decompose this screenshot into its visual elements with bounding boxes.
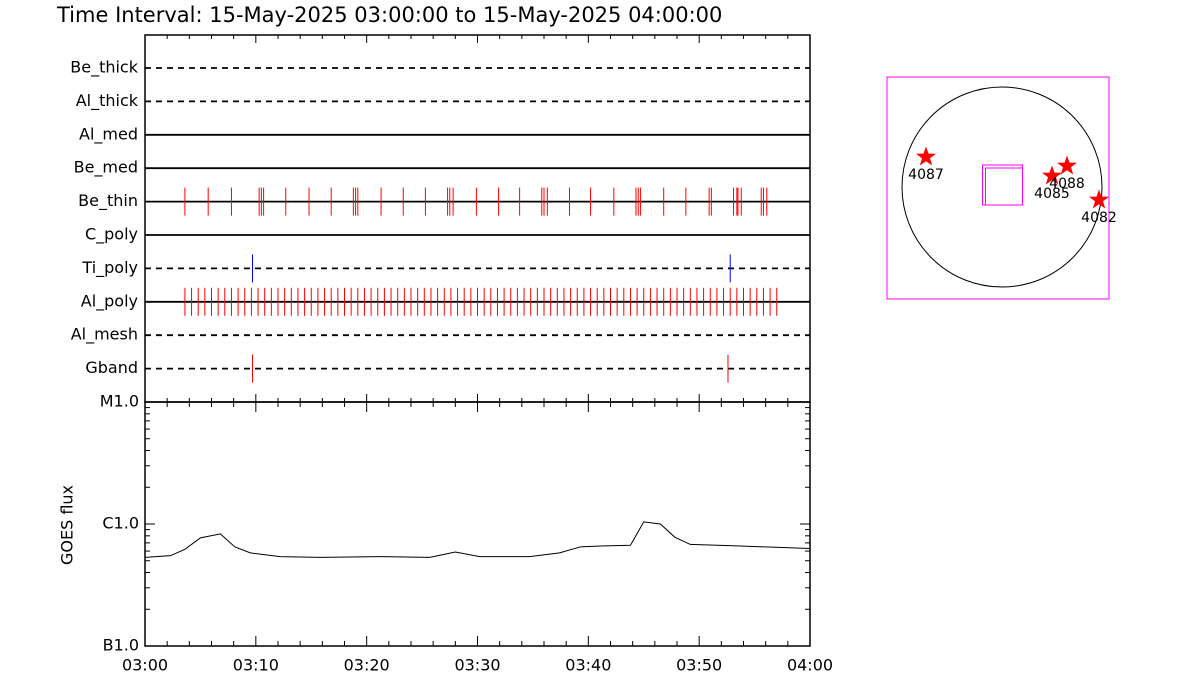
row-label: Be_thick: [70, 58, 138, 78]
row-label: C_poly: [85, 225, 138, 245]
active-region-star: [1042, 165, 1062, 185]
active-region-star: [916, 146, 936, 166]
y-axis-label: GOES flux: [58, 485, 77, 565]
x-tick-label: 03:10: [233, 656, 279, 675]
row-label: Al_poly: [81, 291, 138, 311]
x-tick-label: 03:30: [454, 656, 500, 675]
x-tick-label: 03:40: [565, 656, 611, 675]
fov-box: [982, 164, 1023, 206]
x-tick-label: 03:00: [122, 656, 168, 675]
fov-box-inner: [985, 167, 1023, 206]
active-region-label: 4082: [1081, 210, 1117, 226]
panel-frame: [144, 401, 811, 647]
active-region-label: 4085: [1034, 186, 1070, 202]
y-tick-label: B1.0: [103, 636, 139, 655]
x-tick-label: 04:00: [787, 656, 833, 675]
active-region-star: [1089, 189, 1109, 209]
active-region-star: [1057, 155, 1077, 175]
chart-title: Time Interval: 15-May-2025 03:00:00 to 1…: [56, 3, 722, 27]
row-label: Ti_poly: [81, 258, 138, 278]
y-tick-label: M1.0: [100, 392, 139, 411]
x-tick-label: 03:20: [344, 656, 390, 675]
active-region-label: 4087: [908, 167, 944, 183]
x-tick-label: 03:50: [676, 656, 722, 675]
panel-frame: [144, 34, 811, 403]
row-label: Be_thin: [78, 191, 138, 211]
row-label: Be_med: [74, 158, 138, 178]
map-frame: [886, 76, 1110, 300]
row-label: Gband: [85, 358, 138, 377]
goes-curve: [144, 521, 811, 558]
y-tick-label: C1.0: [102, 514, 139, 533]
solar-limb: [901, 86, 1103, 288]
row-label: Al_thick: [76, 91, 139, 111]
active-region-label: 4088: [1049, 176, 1085, 192]
row-label: Al_mesh: [71, 325, 138, 345]
row-label: Al_med: [79, 124, 138, 144]
